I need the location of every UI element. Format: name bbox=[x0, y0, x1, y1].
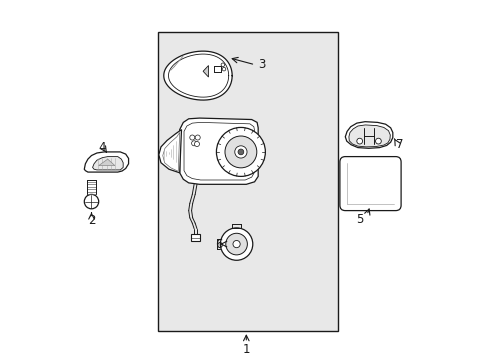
Circle shape bbox=[375, 138, 381, 144]
Text: 5: 5 bbox=[355, 213, 363, 226]
Polygon shape bbox=[203, 66, 208, 77]
Circle shape bbox=[221, 63, 224, 67]
Circle shape bbox=[222, 67, 225, 71]
Circle shape bbox=[234, 146, 246, 158]
PathPatch shape bbox=[163, 51, 232, 100]
Text: 7: 7 bbox=[395, 138, 403, 151]
Text: 4: 4 bbox=[99, 141, 106, 154]
Polygon shape bbox=[84, 152, 128, 172]
Polygon shape bbox=[348, 125, 389, 147]
Polygon shape bbox=[99, 159, 115, 166]
Bar bbox=[191, 234, 200, 241]
Polygon shape bbox=[179, 118, 258, 184]
Circle shape bbox=[224, 136, 256, 168]
Circle shape bbox=[194, 141, 199, 147]
Polygon shape bbox=[159, 130, 181, 173]
Polygon shape bbox=[345, 122, 392, 148]
Bar bbox=[158, 32, 337, 331]
Circle shape bbox=[232, 240, 240, 248]
Circle shape bbox=[216, 127, 265, 176]
Circle shape bbox=[191, 141, 196, 146]
Text: 6: 6 bbox=[215, 238, 223, 251]
Text: 3: 3 bbox=[258, 58, 265, 71]
Circle shape bbox=[225, 233, 247, 255]
Circle shape bbox=[238, 149, 244, 155]
Polygon shape bbox=[92, 157, 123, 170]
Text: 1: 1 bbox=[242, 343, 249, 356]
Circle shape bbox=[195, 135, 200, 140]
Circle shape bbox=[356, 138, 362, 144]
Circle shape bbox=[189, 135, 194, 140]
Circle shape bbox=[220, 228, 252, 260]
FancyBboxPatch shape bbox=[339, 157, 400, 211]
Text: 2: 2 bbox=[87, 214, 95, 227]
Circle shape bbox=[84, 194, 99, 209]
